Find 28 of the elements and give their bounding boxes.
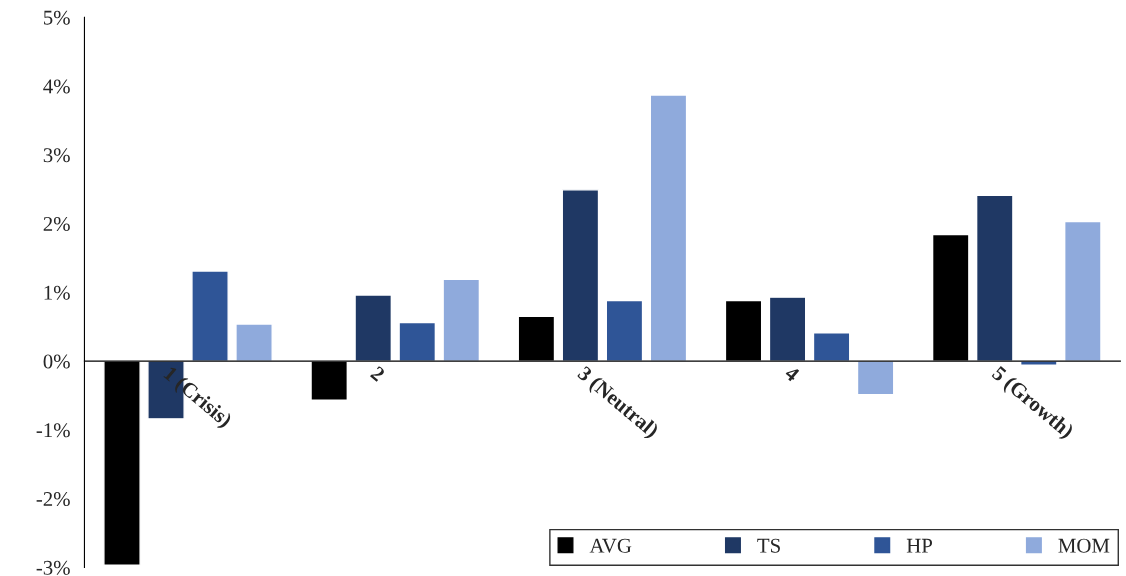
y-tick-label: -3% — [36, 560, 70, 575]
y-tick-label: -1% — [36, 423, 70, 438]
x-tick-label: 2 — [370, 365, 386, 382]
legend-label: HP — [906, 538, 933, 553]
bar — [354, 294, 393, 362]
y-tick-label: 3% — [43, 148, 70, 163]
bar — [1063, 220, 1102, 362]
x-tick-label: 4 — [783, 365, 801, 383]
bar — [768, 296, 807, 362]
y-tick-label: 2% — [43, 216, 70, 232]
legend-label: TS — [757, 538, 780, 553]
y-tick-label: -2% — [36, 491, 70, 507]
bar — [812, 332, 851, 362]
y-tick-label: 0% — [43, 354, 70, 369]
y-tick-label: 4% — [43, 79, 70, 94]
y-tick-label: 1% — [44, 285, 70, 300]
bar — [975, 194, 1014, 362]
legend-label: MOM — [1058, 538, 1110, 553]
bar — [649, 94, 688, 362]
bar — [398, 321, 437, 362]
bar — [442, 278, 481, 362]
bar — [561, 189, 600, 362]
bar — [856, 360, 895, 396]
bar — [605, 299, 644, 362]
bar — [235, 323, 273, 362]
y-tick-label: 5% — [44, 10, 70, 25]
legend-label: AVG — [589, 538, 632, 553]
bar — [191, 270, 229, 362]
